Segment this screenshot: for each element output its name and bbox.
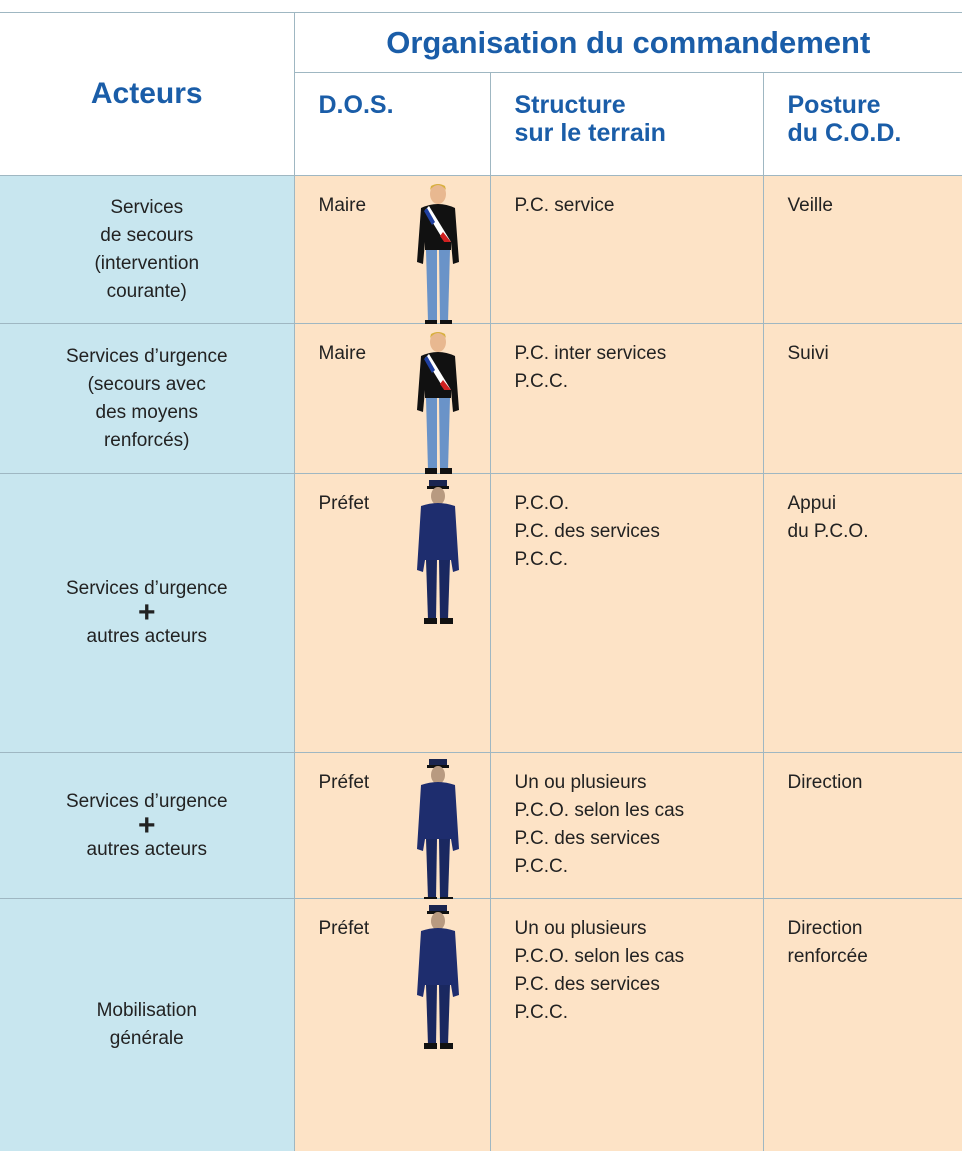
header-col: D.O.S. bbox=[294, 73, 490, 176]
line: autres acteurs bbox=[0, 836, 294, 864]
line: courante) bbox=[0, 278, 294, 306]
line: Appui bbox=[788, 490, 962, 518]
figure-icon bbox=[407, 759, 467, 909]
posture-cell: Veille bbox=[763, 176, 962, 324]
figure-icon bbox=[407, 330, 467, 480]
line: P.C.O. selon les cas bbox=[515, 943, 763, 971]
line: des moyens bbox=[0, 399, 294, 427]
line: Posture bbox=[788, 91, 962, 119]
header-acteurs: Acteurs bbox=[0, 13, 294, 176]
line: de secours bbox=[0, 222, 294, 250]
page: Acteurs Organisation du commandement D.O… bbox=[0, 12, 962, 1162]
line: (intervention bbox=[0, 250, 294, 278]
line: Services d’urgence bbox=[0, 343, 294, 371]
line: + bbox=[0, 816, 294, 836]
dos-cell: Préfet bbox=[294, 474, 490, 753]
dos-cell: Maire bbox=[294, 176, 490, 324]
line: P.C.C. bbox=[515, 546, 763, 574]
figure bbox=[417, 184, 459, 326]
line: du P.C.O. bbox=[788, 518, 962, 546]
figure bbox=[417, 332, 459, 474]
figure-icon bbox=[407, 905, 467, 1055]
line: générale bbox=[0, 1025, 294, 1053]
figure bbox=[417, 480, 459, 624]
posture-cell: Direction bbox=[763, 753, 962, 899]
line: du C.O.D. bbox=[788, 119, 962, 147]
line: Suivi bbox=[788, 340, 962, 368]
structure-cell: P.C. service bbox=[490, 176, 763, 324]
line: P.C.C. bbox=[515, 999, 763, 1027]
line: Direction bbox=[788, 915, 962, 943]
line: P.C. des services bbox=[515, 518, 763, 546]
dos-cell: Préfet bbox=[294, 899, 490, 1151]
dos-cell: Maire bbox=[294, 324, 490, 474]
line: P.C. des services bbox=[515, 825, 763, 853]
line: D.O.S. bbox=[319, 91, 490, 119]
posture-cell: Suivi bbox=[763, 324, 962, 474]
line: renforcés) bbox=[0, 427, 294, 455]
line: P.C.O. bbox=[515, 490, 763, 518]
line: Un ou plusieurs bbox=[515, 915, 763, 943]
line: P.C. service bbox=[515, 192, 763, 220]
line: renforcée bbox=[788, 943, 962, 971]
line: P.C. des services bbox=[515, 971, 763, 999]
figure-icon bbox=[407, 480, 467, 630]
dos-cell: Préfet bbox=[294, 753, 490, 899]
line: Structure bbox=[515, 91, 763, 119]
acteurs-cell: Services d’urgence+autres acteurs bbox=[0, 753, 294, 899]
line: Services bbox=[0, 194, 294, 222]
line: Direction bbox=[788, 769, 962, 797]
line: Un ou plusieurs bbox=[515, 769, 763, 797]
line: autres acteurs bbox=[0, 623, 294, 651]
line: sur le terrain bbox=[515, 119, 763, 147]
line: P.C.C. bbox=[515, 853, 763, 881]
line: Mobilisation bbox=[0, 997, 294, 1025]
line: (secours avec bbox=[0, 371, 294, 399]
line: P.C.O. selon les cas bbox=[515, 797, 763, 825]
header-group: Organisation du commandement bbox=[294, 13, 962, 73]
figure-icon bbox=[407, 182, 467, 332]
line: P.C. inter services bbox=[515, 340, 763, 368]
line: Veille bbox=[788, 192, 962, 220]
figure bbox=[417, 759, 459, 903]
line: + bbox=[0, 603, 294, 623]
figure bbox=[417, 905, 459, 1049]
line: P.C.C. bbox=[515, 368, 763, 396]
command-table: Acteurs Organisation du commandement D.O… bbox=[0, 12, 962, 1151]
acteurs-cell: Services d’urgence+autres acteurs bbox=[0, 474, 294, 753]
